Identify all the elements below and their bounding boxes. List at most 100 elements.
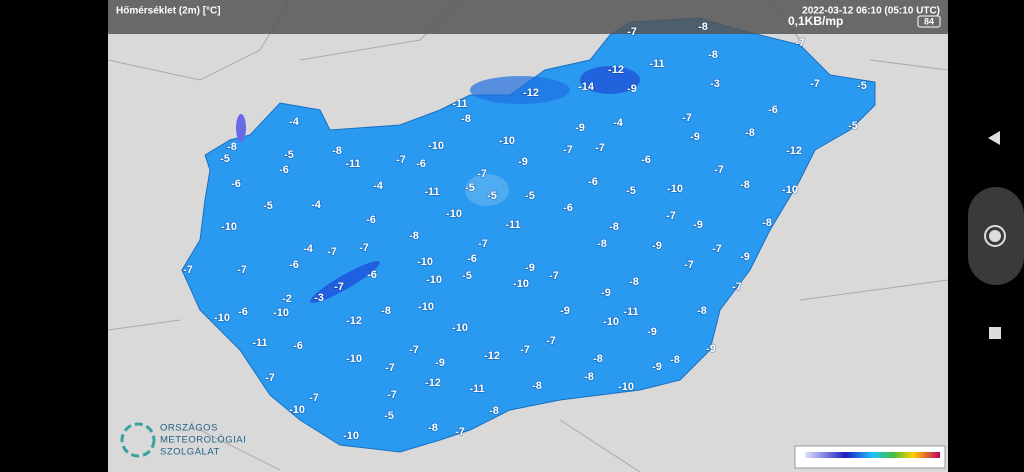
temperature-label: -7 xyxy=(732,281,742,293)
temperature-label: -10 xyxy=(273,307,289,319)
temperature-label: -10 xyxy=(452,322,468,334)
legend-colorbar xyxy=(805,452,940,458)
temperature-label: -7 xyxy=(237,264,247,276)
temperature-label: -8 xyxy=(593,353,603,365)
temperature-label: -7 xyxy=(265,372,275,384)
cold-zone xyxy=(470,76,570,104)
temperature-label: -4 xyxy=(303,243,314,255)
nav-recents[interactable] xyxy=(989,327,1001,339)
temperature-label: -12 xyxy=(484,350,500,362)
temperature-label: -6 xyxy=(768,104,778,116)
logo-text: ORSZÁGOS xyxy=(160,423,218,434)
map-title: Hőmérséklet (2m) [°C] xyxy=(116,6,221,17)
temperature-label: -7 xyxy=(385,362,395,374)
temperature-label: -7 xyxy=(682,112,692,124)
temperature-label: -7 xyxy=(712,243,722,255)
temperature-label: -7 xyxy=(477,168,487,180)
battery-level: 84 xyxy=(924,16,934,26)
temperature-label: -8 xyxy=(409,230,419,242)
temperature-label: -6 xyxy=(238,306,248,318)
temperature-label: -14 xyxy=(578,81,595,93)
temperature-label: -6 xyxy=(563,202,573,214)
temperature-label: -3 xyxy=(314,292,324,304)
temperature-label: -5 xyxy=(384,410,394,422)
temperature-label: -8 xyxy=(740,179,750,191)
temperature-label: -8 xyxy=(381,305,391,317)
temperature-label: -9 xyxy=(627,83,637,95)
temperature-label: -7 xyxy=(455,426,465,438)
temperature-label: -10 xyxy=(428,140,444,152)
temperature-label: -7 xyxy=(666,210,676,222)
temperature-label: -8 xyxy=(698,21,708,33)
temperature-label: -5 xyxy=(462,270,472,282)
temperature-label: -11 xyxy=(452,98,467,110)
temperature-label: -9 xyxy=(740,251,750,263)
temperature-label: -10 xyxy=(603,316,619,328)
temperature-label: -10 xyxy=(346,353,362,365)
temperature-label: -5 xyxy=(857,80,867,92)
temperature-label: -9 xyxy=(525,262,535,274)
temperature-label: -7 xyxy=(359,242,369,254)
temperature-label: -10 xyxy=(221,221,237,233)
temperature-label: -10 xyxy=(618,381,634,393)
temperature-label: -7 xyxy=(478,238,488,250)
temperature-label: -6 xyxy=(293,340,303,352)
temperature-label: -10 xyxy=(214,312,230,324)
temperature-label: -9 xyxy=(575,122,585,134)
temperature-label: -6 xyxy=(416,158,426,170)
cold-zone xyxy=(580,66,640,94)
temperature-label: -4 xyxy=(613,117,624,129)
temperature-label: -9 xyxy=(706,343,716,355)
temperature-label: -10 xyxy=(513,278,529,290)
temperature-label: -11 xyxy=(469,383,484,395)
temperature-label: -2 xyxy=(282,293,292,305)
temperature-label: -11 xyxy=(424,186,439,198)
temperature-label: -7 xyxy=(627,26,637,38)
temperature-label: -9 xyxy=(518,156,528,168)
temperature-label: -7 xyxy=(396,154,406,166)
temperature-label: -6 xyxy=(366,214,376,226)
temperature-label: -7 xyxy=(334,281,344,293)
temperature-label: -7 xyxy=(546,335,556,347)
nav-back[interactable] xyxy=(988,131,1000,145)
temperature-label: -7 xyxy=(183,264,193,276)
temperature-label: -8 xyxy=(609,221,619,233)
temperature-label: -9 xyxy=(647,326,657,338)
temperature-label: -5 xyxy=(848,120,858,132)
temperature-label: -4 xyxy=(373,180,384,192)
temperature-label: -6 xyxy=(231,178,241,190)
temperature-label: -7 xyxy=(520,344,530,356)
temperature-label: -6 xyxy=(279,164,289,176)
temperature-label: -12 xyxy=(786,145,802,157)
temperature-label: -8 xyxy=(762,217,772,229)
logo-mark xyxy=(120,422,156,458)
temperature-label: -7 xyxy=(387,389,397,401)
temperature-label: -11 xyxy=(505,219,520,231)
temperature-label: -10 xyxy=(289,404,305,416)
temperature-label: -7 xyxy=(595,142,605,154)
temperature-label: -10 xyxy=(343,430,359,442)
logo-text: SZOLGÁLAT xyxy=(160,447,220,458)
nav-home[interactable] xyxy=(984,225,1006,247)
temperature-label: -9 xyxy=(693,219,703,231)
country-fill xyxy=(181,17,876,453)
temperature-label: -6 xyxy=(588,176,598,188)
temperature-label: -9 xyxy=(560,305,570,317)
temperature-label: -8 xyxy=(532,380,542,392)
status-bar xyxy=(108,0,948,34)
temperature-label: -6 xyxy=(367,269,377,281)
temperature-label: -11 xyxy=(252,337,267,349)
temperature-label: -7 xyxy=(684,259,694,271)
temperature-label: -12 xyxy=(523,87,539,99)
temperature-label: -10 xyxy=(446,208,462,220)
temperature-label: -8 xyxy=(745,127,755,139)
battery-icon xyxy=(917,15,941,28)
temperature-label: -7 xyxy=(409,344,419,356)
temperature-label: -5 xyxy=(525,190,535,202)
city-zone xyxy=(465,174,509,206)
lake xyxy=(310,261,380,303)
temperature-label: -9 xyxy=(652,240,662,252)
lake xyxy=(236,114,246,142)
temperature-label: -8 xyxy=(597,238,607,250)
